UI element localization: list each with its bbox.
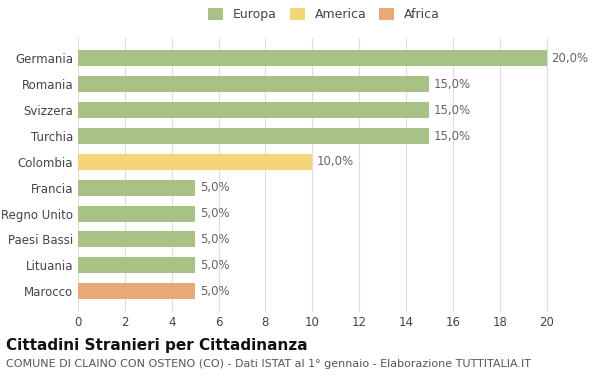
Bar — [78, 180, 195, 196]
Legend: Europa, America, Africa: Europa, America, Africa — [203, 3, 445, 26]
Bar — [78, 283, 195, 299]
Bar — [78, 257, 195, 273]
Text: 5,0%: 5,0% — [200, 285, 229, 298]
Bar — [78, 154, 312, 170]
Text: Cittadini Stranieri per Cittadinanza: Cittadini Stranieri per Cittadinanza — [6, 338, 308, 353]
Text: 5,0%: 5,0% — [200, 233, 229, 246]
Text: 5,0%: 5,0% — [200, 181, 229, 194]
Text: 20,0%: 20,0% — [551, 52, 589, 65]
Text: 10,0%: 10,0% — [317, 155, 354, 168]
Text: 15,0%: 15,0% — [434, 78, 471, 91]
Text: 5,0%: 5,0% — [200, 259, 229, 272]
Bar — [78, 102, 430, 118]
Text: 5,0%: 5,0% — [200, 207, 229, 220]
Bar — [78, 206, 195, 222]
Text: 15,0%: 15,0% — [434, 130, 471, 142]
Bar — [78, 128, 430, 144]
Text: COMUNE DI CLAINO CON OSTENO (CO) - Dati ISTAT al 1° gennaio - Elaborazione TUTTI: COMUNE DI CLAINO CON OSTENO (CO) - Dati … — [6, 359, 531, 369]
Bar — [78, 231, 195, 247]
Bar — [78, 76, 430, 92]
Bar — [78, 51, 547, 66]
Text: 15,0%: 15,0% — [434, 104, 471, 117]
